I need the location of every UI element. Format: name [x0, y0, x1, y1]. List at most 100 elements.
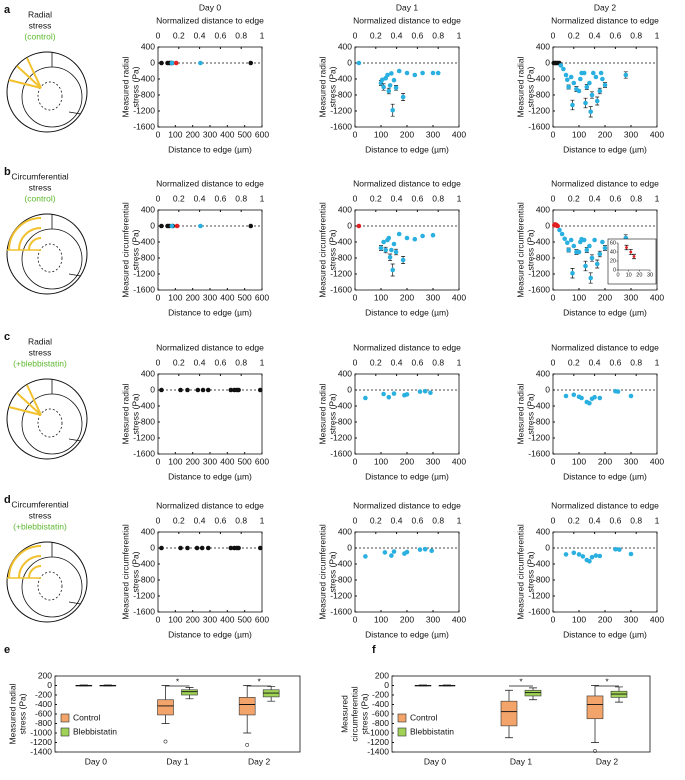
x-tick-label: 300 — [203, 129, 217, 139]
y-tick-label: -1200 — [330, 590, 352, 600]
x2-tick-label: 0 — [353, 357, 358, 367]
x-axis-label: Distance to edge (µm) — [563, 471, 647, 481]
x2-tick-label: 0.6 — [214, 357, 226, 367]
x-tick-label: 600 — [255, 456, 269, 466]
box-body — [586, 695, 604, 720]
y-tick-label: -1200 — [133, 268, 155, 278]
y-axis-label: stress (Pa) — [130, 229, 140, 270]
y-tick-label: -1600 — [330, 284, 352, 294]
data-point — [628, 393, 634, 399]
y-tick-label: 400 — [338, 41, 352, 51]
data-point — [382, 550, 388, 555]
x2-tick-label: 0 — [353, 193, 358, 203]
y-tick-label: -400 — [533, 236, 550, 246]
x-tick-label: 200 — [598, 456, 612, 466]
data-point — [563, 552, 569, 557]
data-point — [356, 223, 362, 229]
y-tick-label: 400 — [536, 526, 550, 536]
x2-tick-label: 1 — [655, 515, 660, 525]
x-tick-label: 100 — [374, 292, 388, 302]
inset-y-tick-label: 60 — [610, 240, 616, 246]
y-tick-label: -800 — [533, 252, 550, 262]
data-point — [404, 70, 410, 76]
data-point — [228, 545, 234, 551]
x2-axis-label: Normalized distance to edge — [156, 500, 264, 510]
schematic-label: Radial — [28, 336, 52, 346]
y-tick-label: 200 — [375, 670, 389, 680]
x2-tick-label: 0.6 — [411, 357, 423, 367]
plot-frame — [354, 46, 460, 128]
x2-tick-label: 0.4 — [194, 357, 206, 367]
y-axis-label: stress (Pa) — [17, 693, 27, 734]
y-tick-label: -1200 — [528, 268, 550, 278]
data-point — [568, 74, 574, 80]
x2-tick-label: 0.4 — [589, 30, 601, 40]
x-tick-label: 100 — [168, 129, 182, 139]
data-point — [363, 554, 368, 559]
x2-tick-label: 0.2 — [173, 515, 185, 525]
y-tick-label: -400 — [138, 73, 155, 83]
data-point — [559, 231, 565, 237]
x2-tick-label: 0.8 — [630, 357, 642, 367]
x2-tick-label: 0.4 — [391, 193, 403, 203]
y-tick-label: -200 — [35, 689, 52, 699]
data-point — [174, 223, 180, 229]
x-tick-label: 100 — [572, 129, 586, 139]
data-point — [389, 247, 394, 253]
data-point — [583, 263, 588, 269]
y-tick-label: 0 — [384, 680, 389, 690]
data-point — [198, 60, 203, 66]
data-point — [598, 70, 604, 76]
box-body — [157, 699, 174, 716]
y-tick-label: -400 — [533, 73, 550, 83]
schematic-inner — [21, 228, 83, 290]
data-point — [615, 389, 621, 394]
data-point — [400, 257, 406, 263]
data-point — [257, 387, 263, 393]
data-point — [391, 549, 397, 554]
y-axis-label: Measured — [339, 695, 349, 733]
y-tick-label: -1400 — [367, 746, 389, 756]
legend-label: Blebbistatin — [410, 726, 454, 736]
data-point — [588, 109, 593, 115]
data-point — [159, 387, 164, 393]
data-point — [597, 251, 603, 257]
x-tick-label: 400 — [452, 456, 466, 466]
data-point — [185, 387, 190, 393]
x2-tick-label: 0 — [551, 193, 556, 203]
data-point — [378, 245, 384, 251]
schematic-arrow — [16, 392, 42, 416]
data-point — [169, 223, 175, 229]
data-point — [159, 223, 164, 229]
x2-tick-label: 1 — [457, 515, 462, 525]
x2-axis-label: Normalized distance to edge — [353, 500, 461, 510]
data-point — [387, 83, 393, 88]
x-tick-label: 500 — [238, 614, 252, 624]
panel-title: Day 0 — [199, 2, 221, 12]
x2-tick-label: 0.6 — [411, 515, 423, 525]
data-point — [566, 84, 571, 90]
data-point — [185, 545, 190, 551]
box-outlier — [163, 739, 168, 744]
data-point — [628, 551, 634, 557]
y-tick-label: 400 — [536, 41, 550, 51]
x2-axis-label: Normalized distance to edge — [551, 178, 659, 188]
data-point — [420, 233, 425, 239]
schematic-inner — [21, 66, 83, 128]
x2-tick-label: 0.4 — [194, 515, 206, 525]
y-tick-label: 0 — [150, 220, 155, 230]
x-tick-label: 300 — [624, 129, 638, 139]
x-tick-label: 200 — [400, 456, 414, 466]
y-tick-label: -800 — [372, 718, 389, 728]
y-tick-label: -800 — [335, 89, 352, 99]
y-tick-label: 400 — [141, 41, 155, 51]
panel-title: Day 2 — [594, 2, 616, 12]
panel-title: Day 1 — [396, 2, 418, 12]
x-tick-label: Day 0 — [85, 756, 107, 766]
data-point — [565, 240, 570, 246]
y-axis-label: stress (Pa) — [525, 66, 535, 107]
x-tick-label: 200 — [598, 292, 612, 302]
data-point — [198, 223, 203, 229]
y-tick-label: -1400 — [30, 746, 52, 756]
x-tick-label: 0 — [551, 456, 556, 466]
